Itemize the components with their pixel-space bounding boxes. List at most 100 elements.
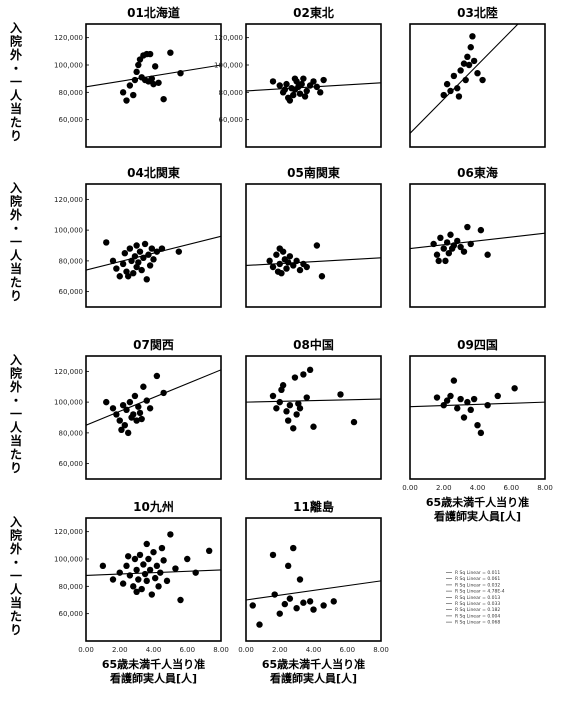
data-point xyxy=(126,572,134,579)
data-point xyxy=(133,68,140,76)
y-axis-label-char: 院 xyxy=(10,194,22,209)
data-point xyxy=(256,621,263,628)
data-point xyxy=(146,262,154,269)
y-tick-label: 100,000 xyxy=(54,62,83,70)
data-point xyxy=(310,423,317,430)
data-point xyxy=(143,577,150,585)
y-tick-label: 80,000 xyxy=(59,257,84,265)
data-point xyxy=(133,588,140,595)
data-point xyxy=(140,383,147,390)
x-tick-label: 4.00 xyxy=(306,646,322,654)
data-point xyxy=(143,397,150,404)
data-point xyxy=(124,553,132,560)
plot-frame xyxy=(245,183,382,308)
data-point xyxy=(284,259,292,266)
data-point xyxy=(442,257,449,265)
data-point xyxy=(443,239,451,246)
panel-title: 06東海 xyxy=(457,165,498,180)
data-point xyxy=(146,50,154,58)
data-point xyxy=(124,273,132,280)
data-point xyxy=(133,242,140,249)
data-point xyxy=(440,402,447,409)
data-point xyxy=(447,392,454,400)
data-point xyxy=(124,429,132,437)
data-point xyxy=(284,417,292,424)
y-axis-label-char: 入 xyxy=(10,181,22,195)
data-point xyxy=(276,398,283,406)
y-tick-label: 60,000 xyxy=(59,116,84,124)
data-point xyxy=(457,395,464,403)
data-point xyxy=(440,91,447,99)
data-point xyxy=(301,93,309,100)
data-point xyxy=(145,251,152,258)
data-point xyxy=(143,276,150,283)
data-point xyxy=(281,86,289,93)
data-point xyxy=(130,91,137,99)
data-point xyxy=(158,544,166,552)
y-axis-label-char: 人 xyxy=(10,420,23,435)
data-point xyxy=(138,585,145,593)
data-point xyxy=(440,245,447,252)
data-point xyxy=(296,266,304,274)
data-point xyxy=(447,231,454,238)
data-point xyxy=(460,60,468,67)
data-point xyxy=(290,425,297,432)
data-point xyxy=(103,239,110,246)
y-tick-label: 80,000 xyxy=(59,429,84,437)
data-point xyxy=(138,266,145,274)
data-point xyxy=(320,602,327,609)
data-point xyxy=(121,421,129,429)
data-point xyxy=(295,400,302,407)
data-point xyxy=(290,544,297,552)
data-point xyxy=(477,429,485,437)
data-point xyxy=(310,606,317,613)
y-axis-label-char: り xyxy=(10,129,22,143)
plot-frame xyxy=(409,183,546,308)
data-point xyxy=(330,598,337,605)
data-point xyxy=(454,85,461,92)
y-axis-label-char: た xyxy=(10,276,22,290)
data-point xyxy=(306,366,314,374)
data-point xyxy=(457,67,464,74)
data-point xyxy=(291,374,299,381)
data-point xyxy=(135,576,142,583)
y-axis-label-char: 人 xyxy=(10,248,23,263)
data-point xyxy=(273,405,280,412)
fit-line xyxy=(86,569,221,576)
data-point xyxy=(313,83,321,91)
data-point xyxy=(126,398,134,406)
data-point xyxy=(464,223,471,231)
y-tick-label: 120,000 xyxy=(54,34,83,42)
data-point xyxy=(192,569,199,576)
data-point xyxy=(271,591,278,598)
data-point xyxy=(303,263,310,271)
fit-line xyxy=(246,580,381,601)
fit-line xyxy=(86,235,221,271)
data-point xyxy=(119,260,127,268)
y-axis-label-char: 人 xyxy=(10,582,23,597)
data-point xyxy=(113,265,120,272)
data-point xyxy=(128,414,135,421)
data-point xyxy=(455,93,463,100)
data-point xyxy=(131,76,139,84)
y-tick-label: 60,000 xyxy=(219,116,244,124)
data-point xyxy=(153,372,161,380)
data-point xyxy=(430,240,437,248)
data-point xyxy=(138,74,145,81)
data-point xyxy=(109,405,117,412)
plot-frame xyxy=(409,355,546,480)
data-point xyxy=(140,254,147,261)
data-point xyxy=(135,403,142,410)
y-axis-label-char: ・ xyxy=(10,556,22,570)
data-point xyxy=(306,598,314,605)
data-point xyxy=(337,391,344,398)
data-point xyxy=(146,405,154,412)
y-tick-label: 80,000 xyxy=(219,89,244,97)
data-point xyxy=(317,89,324,96)
data-point xyxy=(274,268,282,275)
legend-entry: R Sq Linear = 0.061 xyxy=(455,576,500,582)
data-point xyxy=(445,249,453,257)
x-tick-label: 6.00 xyxy=(339,646,355,654)
x-tick-label: 6.00 xyxy=(179,646,195,654)
data-point xyxy=(116,273,123,280)
